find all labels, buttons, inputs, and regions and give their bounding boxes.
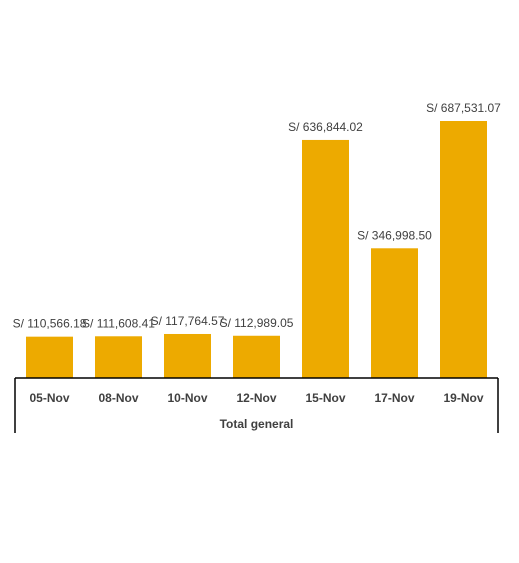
data-label-19-nov: S/ 687,531.07 [426, 101, 501, 115]
bar-17-nov [371, 248, 418, 378]
bar-05-nov [26, 336, 73, 378]
bars-group [26, 121, 487, 378]
x-group-label: Total general [220, 417, 294, 431]
data-labels-group: S/ 110,566.18S/ 111,608.41S/ 117,764.57S… [13, 101, 502, 331]
data-label-05-nov: S/ 110,566.18 [13, 317, 87, 331]
x-tick-label-17-nov: 17-Nov [374, 391, 414, 405]
bar-10-nov [164, 333, 211, 378]
x-axis [14, 377, 499, 433]
x-tick-label-05-nov: 05-Nov [29, 391, 69, 405]
data-label-15-nov: S/ 636,844.02 [288, 120, 363, 134]
data-label-17-nov: S/ 346,998.50 [357, 228, 432, 242]
x-tick-label-19-nov: 19-Nov [443, 391, 483, 405]
data-label-10-nov: S/ 117,764.57 [151, 314, 225, 328]
data-label-08-nov: S/ 111,608.41 [82, 316, 155, 330]
bar-08-nov [95, 336, 142, 378]
x-tick-label-10-nov: 10-Nov [167, 391, 207, 405]
x-tick-label-15-nov: 15-Nov [305, 391, 345, 405]
x-tick-label-12-nov: 12-Nov [236, 391, 276, 405]
bar-15-nov [302, 139, 349, 378]
bar-19-nov [440, 121, 487, 378]
data-label-12-nov: S/ 112,989.05 [220, 316, 294, 330]
bar-12-nov [233, 335, 280, 378]
x-tick-labels-group: 05-Nov 08-Nov 10-Nov 12-Nov 15-Nov 17-Nov 19-N… [29, 391, 483, 405]
x-tick-label-08-nov: 08-Nov [98, 391, 138, 405]
